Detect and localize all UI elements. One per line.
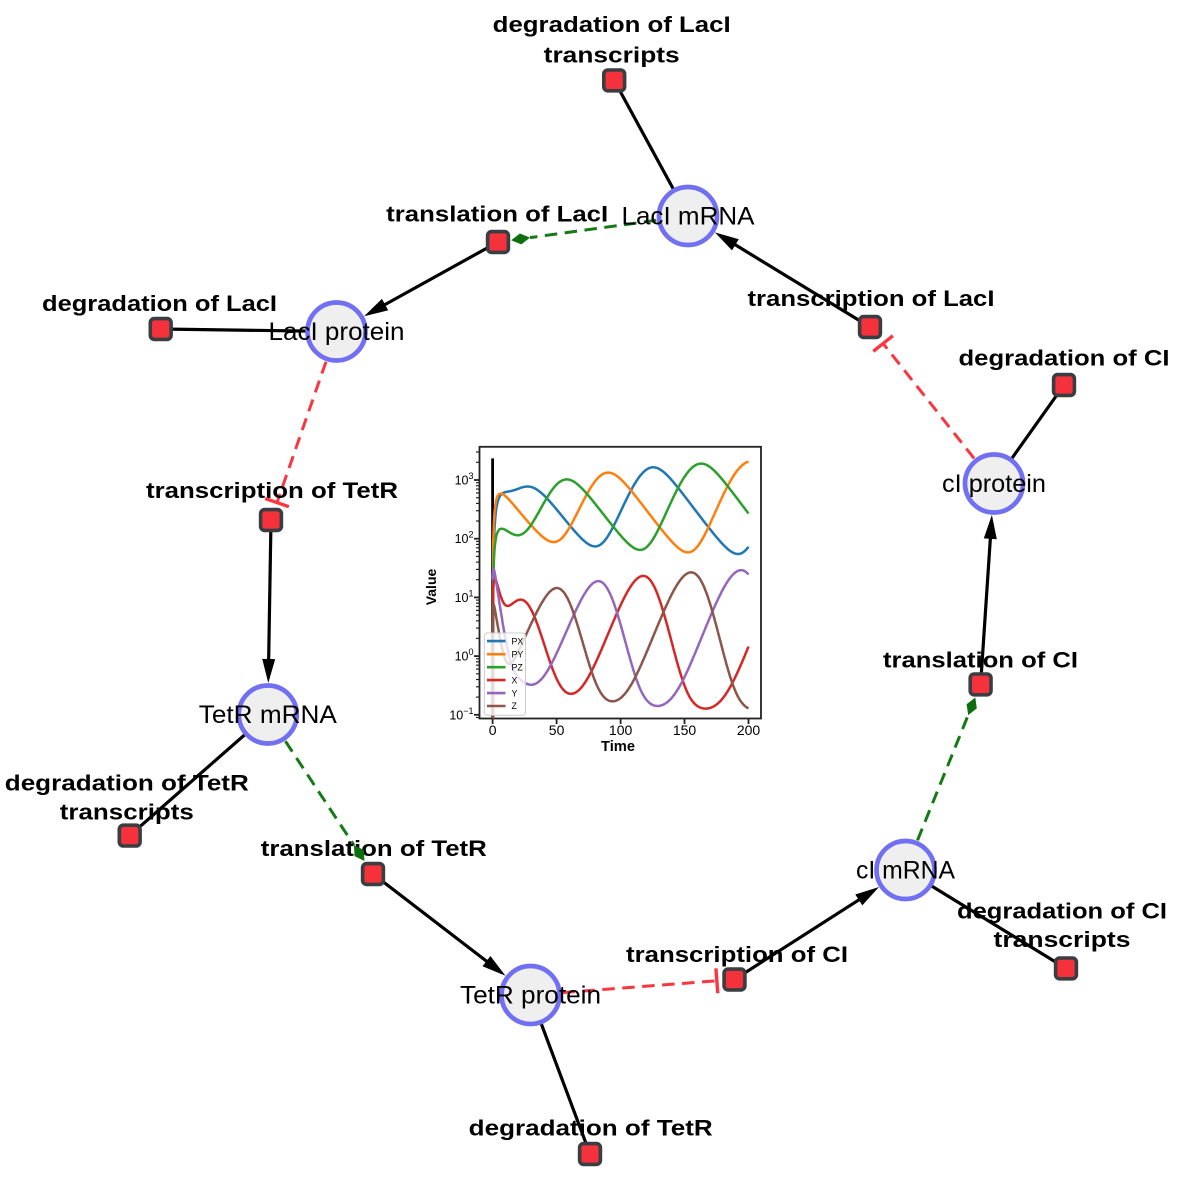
- svg-text:PZ: PZ: [512, 662, 524, 672]
- svg-text:transcripts: transcripts: [60, 800, 194, 825]
- svg-text:150: 150: [673, 722, 697, 738]
- svg-text:TetR mRNA: TetR mRNA: [199, 701, 337, 729]
- svg-text:200: 200: [737, 722, 761, 738]
- svg-text:degradation of CI: degradation of CI: [957, 899, 1167, 924]
- svg-text:LacI protein: LacI protein: [269, 318, 405, 346]
- svg-text:PX: PX: [512, 636, 524, 646]
- svg-text:transcription of LacI: transcription of LacI: [748, 286, 995, 311]
- svg-text:degradation of CI: degradation of CI: [959, 346, 1170, 371]
- svg-text:50: 50: [549, 722, 565, 738]
- svg-text:Y: Y: [512, 688, 518, 698]
- svg-text:degradation of LacI: degradation of LacI: [493, 12, 731, 37]
- svg-text:PY: PY: [512, 649, 524, 659]
- svg-text:Value: Value: [423, 569, 439, 606]
- svg-text:transcripts: transcripts: [994, 927, 1131, 952]
- svg-text:Z: Z: [512, 701, 518, 711]
- svg-text:degradation of TetR: degradation of TetR: [5, 771, 249, 796]
- svg-text:100: 100: [609, 722, 633, 738]
- svg-text:translation of CI: translation of CI: [883, 648, 1078, 673]
- svg-text:degradation of LacI: degradation of LacI: [42, 291, 277, 316]
- svg-text:transcripts: transcripts: [544, 42, 680, 67]
- svg-text:degradation of TetR: degradation of TetR: [469, 1116, 713, 1141]
- svg-text:translation of LacI: translation of LacI: [386, 202, 608, 227]
- svg-text:cI protein: cI protein: [942, 470, 1046, 498]
- svg-text:transcription of TetR: transcription of TetR: [146, 478, 398, 503]
- svg-text:translation of TetR: translation of TetR: [261, 836, 487, 861]
- svg-text:X: X: [512, 675, 518, 685]
- svg-text:0: 0: [489, 722, 497, 738]
- svg-text:TetR protein: TetR protein: [460, 982, 601, 1010]
- svg-text:Time: Time: [601, 739, 635, 755]
- svg-text:LacI mRNA: LacI mRNA: [622, 203, 755, 231]
- svg-text:cI mRNA: cI mRNA: [856, 857, 955, 885]
- svg-text:transcription of CI: transcription of CI: [626, 942, 848, 967]
